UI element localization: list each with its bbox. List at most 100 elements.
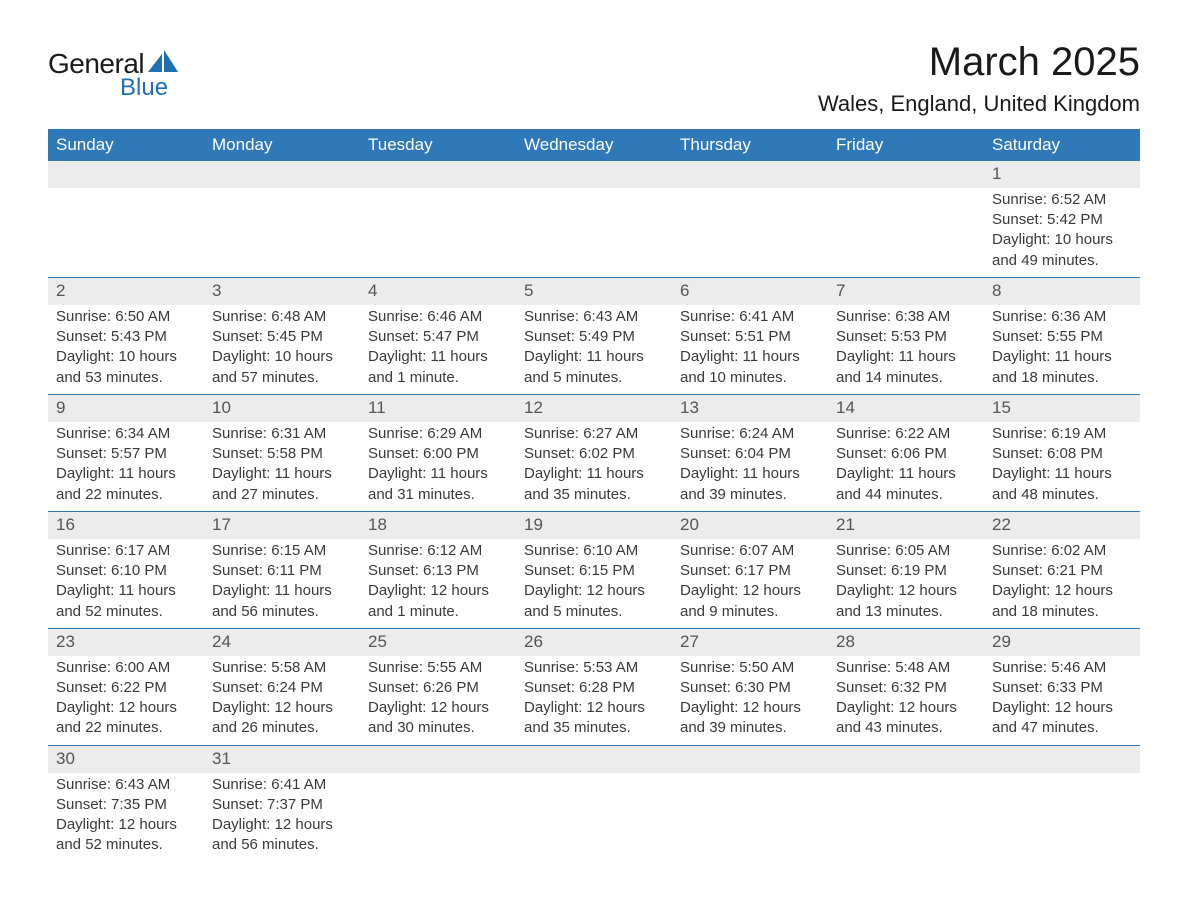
calendar-cell: 26Sunrise: 5:53 AMSunset: 6:28 PMDayligh… (516, 628, 672, 745)
calendar-cell: 5Sunrise: 6:43 AMSunset: 5:49 PMDaylight… (516, 277, 672, 394)
day-data-line: Sunset: 6:17 PM (680, 561, 820, 581)
day-data-line: Sunrise: 5:50 AM (680, 658, 820, 678)
calendar-week: 9Sunrise: 6:34 AMSunset: 5:57 PMDaylight… (48, 394, 1140, 511)
day-data-line: Sunrise: 6:17 AM (56, 541, 196, 561)
calendar-week: 30Sunrise: 6:43 AMSunset: 7:35 PMDayligh… (48, 745, 1140, 861)
calendar-cell: 3Sunrise: 6:48 AMSunset: 5:45 PMDaylight… (204, 277, 360, 394)
day-data: Sunrise: 6:17 AMSunset: 6:10 PMDaylight:… (48, 539, 204, 628)
calendar-cell: 4Sunrise: 6:46 AMSunset: 5:47 PMDaylight… (360, 277, 516, 394)
day-header: Saturday (984, 129, 1140, 161)
day-data-line: Sunrise: 5:55 AM (368, 658, 508, 678)
day-data: Sunrise: 6:46 AMSunset: 5:47 PMDaylight:… (360, 305, 516, 394)
day-data-line: Sunset: 5:53 PM (836, 327, 976, 347)
calendar-week: 23Sunrise: 6:00 AMSunset: 6:22 PMDayligh… (48, 628, 1140, 745)
day-data-line: Daylight: 12 hours and 22 minutes. (56, 698, 196, 739)
day-data: Sunrise: 6:27 AMSunset: 6:02 PMDaylight:… (516, 422, 672, 511)
day-data-line: Sunset: 6:26 PM (368, 678, 508, 698)
day-number: 7 (828, 278, 984, 305)
day-data-line: Daylight: 12 hours and 18 minutes. (992, 581, 1132, 622)
day-data-line: Sunset: 6:08 PM (992, 444, 1132, 464)
day-number: 30 (48, 746, 204, 773)
day-data-line: Sunrise: 5:48 AM (836, 658, 976, 678)
day-data: Sunrise: 6:07 AMSunset: 6:17 PMDaylight:… (672, 539, 828, 628)
location-subtitle: Wales, England, United Kingdom (818, 91, 1140, 117)
day-data: Sunrise: 6:43 AMSunset: 7:35 PMDaylight:… (48, 773, 204, 862)
day-data-line: Daylight: 11 hours and 27 minutes. (212, 464, 352, 505)
day-data: Sunrise: 6:36 AMSunset: 5:55 PMDaylight:… (984, 305, 1140, 394)
day-data (48, 188, 204, 196)
day-data-line: Daylight: 10 hours and 49 minutes. (992, 230, 1132, 271)
day-data-line: Sunset: 5:51 PM (680, 327, 820, 347)
day-data-line: Daylight: 12 hours and 52 minutes. (56, 815, 196, 856)
day-number: 3 (204, 278, 360, 305)
day-data-line: Sunrise: 6:07 AM (680, 541, 820, 561)
day-data-line: Daylight: 12 hours and 26 minutes. (212, 698, 352, 739)
day-data-line: Sunrise: 6:05 AM (836, 541, 976, 561)
day-data-line: Sunrise: 6:02 AM (992, 541, 1132, 561)
day-data-line: Sunrise: 6:46 AM (368, 307, 508, 327)
day-data-line: Daylight: 11 hours and 18 minutes. (992, 347, 1132, 388)
day-data: Sunrise: 6:52 AMSunset: 5:42 PMDaylight:… (984, 188, 1140, 277)
day-data-line: Sunrise: 6:10 AM (524, 541, 664, 561)
calendar-cell: 17Sunrise: 6:15 AMSunset: 6:11 PMDayligh… (204, 511, 360, 628)
calendar-cell: 28Sunrise: 5:48 AMSunset: 6:32 PMDayligh… (828, 628, 984, 745)
day-data-line: Daylight: 12 hours and 47 minutes. (992, 698, 1132, 739)
calendar-cell (672, 161, 828, 277)
day-number: 11 (360, 395, 516, 422)
day-number: 23 (48, 629, 204, 656)
day-data-line: Sunrise: 6:00 AM (56, 658, 196, 678)
day-data-line: Daylight: 11 hours and 48 minutes. (992, 464, 1132, 505)
day-data: Sunrise: 6:12 AMSunset: 6:13 PMDaylight:… (360, 539, 516, 628)
day-data: Sunrise: 5:55 AMSunset: 6:26 PMDaylight:… (360, 656, 516, 745)
calendar-cell: 24Sunrise: 5:58 AMSunset: 6:24 PMDayligh… (204, 628, 360, 745)
day-data-line: Sunset: 6:06 PM (836, 444, 976, 464)
day-number: 9 (48, 395, 204, 422)
day-data (828, 188, 984, 196)
calendar-cell (828, 745, 984, 861)
day-data: Sunrise: 6:10 AMSunset: 6:15 PMDaylight:… (516, 539, 672, 628)
calendar-cell: 8Sunrise: 6:36 AMSunset: 5:55 PMDaylight… (984, 277, 1140, 394)
day-data-line: Daylight: 11 hours and 22 minutes. (56, 464, 196, 505)
calendar-cell (360, 745, 516, 861)
day-number: 28 (828, 629, 984, 656)
day-data: Sunrise: 6:50 AMSunset: 5:43 PMDaylight:… (48, 305, 204, 394)
day-data-line: Daylight: 11 hours and 5 minutes. (524, 347, 664, 388)
day-data-line: Daylight: 11 hours and 1 minute. (368, 347, 508, 388)
calendar-cell (516, 745, 672, 861)
day-data: Sunrise: 6:22 AMSunset: 6:06 PMDaylight:… (828, 422, 984, 511)
day-data-line: Sunset: 6:10 PM (56, 561, 196, 581)
day-number: 16 (48, 512, 204, 539)
calendar-cell: 1Sunrise: 6:52 AMSunset: 5:42 PMDaylight… (984, 161, 1140, 277)
day-data-line: Sunrise: 5:53 AM (524, 658, 664, 678)
day-data-line: Sunset: 6:32 PM (836, 678, 976, 698)
day-data-line: Sunset: 6:33 PM (992, 678, 1132, 698)
day-data-line: Sunset: 6:30 PM (680, 678, 820, 698)
day-data-line: Daylight: 11 hours and 39 minutes. (680, 464, 820, 505)
day-data-line: Sunset: 5:55 PM (992, 327, 1132, 347)
calendar-cell: 31Sunrise: 6:41 AMSunset: 7:37 PMDayligh… (204, 745, 360, 861)
day-data: Sunrise: 5:53 AMSunset: 6:28 PMDaylight:… (516, 656, 672, 745)
day-data-line: Sunrise: 6:27 AM (524, 424, 664, 444)
day-data-line: Sunset: 6:21 PM (992, 561, 1132, 581)
day-data-line: Sunset: 5:45 PM (212, 327, 352, 347)
page-title: March 2025 (818, 40, 1140, 85)
day-data-line: Daylight: 11 hours and 14 minutes. (836, 347, 976, 388)
day-number: 10 (204, 395, 360, 422)
day-data-line: Sunset: 6:22 PM (56, 678, 196, 698)
day-data-line: Sunrise: 6:34 AM (56, 424, 196, 444)
day-data-line: Sunrise: 6:31 AM (212, 424, 352, 444)
day-data-line: Sunrise: 6:19 AM (992, 424, 1132, 444)
calendar-cell: 11Sunrise: 6:29 AMSunset: 6:00 PMDayligh… (360, 394, 516, 511)
day-data (984, 773, 1140, 781)
day-number: 21 (828, 512, 984, 539)
day-data-line: Sunset: 6:28 PM (524, 678, 664, 698)
day-data (516, 188, 672, 196)
day-number: 17 (204, 512, 360, 539)
day-number: 24 (204, 629, 360, 656)
day-data (672, 188, 828, 196)
day-data-line: Daylight: 11 hours and 52 minutes. (56, 581, 196, 622)
day-number: 6 (672, 278, 828, 305)
header: General Blue March 2025 Wales, England, … (48, 40, 1140, 117)
day-data: Sunrise: 6:19 AMSunset: 6:08 PMDaylight:… (984, 422, 1140, 511)
calendar-cell: 25Sunrise: 5:55 AMSunset: 6:26 PMDayligh… (360, 628, 516, 745)
